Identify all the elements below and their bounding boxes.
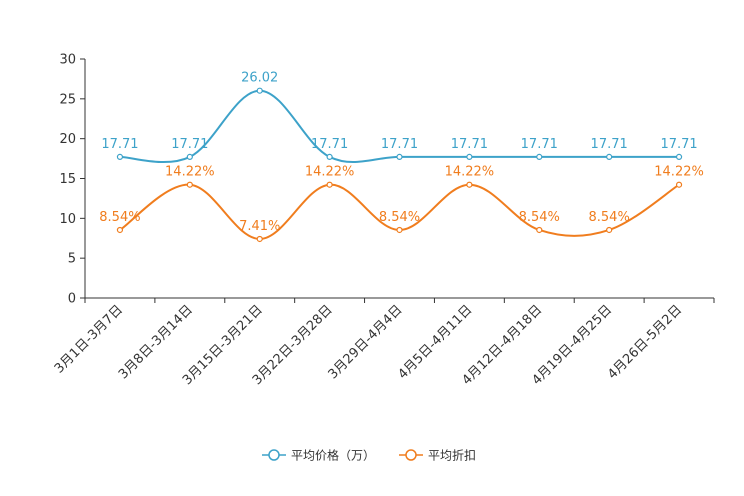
x-tick-label: 3月29日-4月4日 (326, 302, 406, 382)
data-point[interactable] (396, 153, 403, 161)
data-point[interactable] (256, 87, 263, 94)
series-line (119, 89, 680, 164)
data-label: 14.22% (654, 165, 704, 180)
data-label: 26.02 (241, 71, 278, 86)
data-label: 17.71 (660, 137, 697, 152)
x-tick-label: 4月5日-4月11日 (395, 302, 475, 382)
y-tick-label: 10 (59, 212, 76, 227)
x-tick-label: 3月1日-3月7日 (52, 302, 126, 376)
data-label: 8.54% (379, 210, 420, 225)
data-point[interactable] (536, 226, 543, 234)
data-point[interactable] (186, 181, 193, 188)
series-avg-discount: 8.54% 14.22% 7.41% 14.22% 8.54% 14.22% 8.54% 8.… (99, 165, 704, 243)
y-tick-label: 0 (68, 292, 76, 307)
legend-swatch-marker (268, 449, 280, 461)
data-point[interactable] (116, 226, 124, 234)
y-tick-label: 20 (59, 132, 76, 147)
data-point[interactable] (186, 153, 193, 161)
data-point[interactable] (326, 153, 333, 161)
y-tick-label: 15 (59, 172, 76, 187)
legend-swatch-marker (405, 449, 417, 461)
data-label: 17.71 (521, 137, 558, 152)
series-line (119, 183, 680, 240)
x-axis-ticks: 3月1日-3月7日3月8日-3月14日3月15日-3月21日3月22日-3月28… (52, 298, 715, 388)
legend-label: 平均折扣 (428, 448, 476, 463)
data-point[interactable] (675, 153, 683, 161)
data-point[interactable] (466, 153, 473, 161)
y-tick-label: 30 (59, 53, 76, 68)
data-point[interactable] (396, 226, 403, 234)
series-avg-price: 17.71 17.71 26.02 17.71 17.71 17.71 17.71 17.71… (101, 71, 698, 164)
data-label: 14.22% (305, 165, 355, 180)
data-label: 17.71 (381, 137, 418, 152)
y-axis-ticks: 0 5 10 15 20 25 30 (59, 53, 85, 307)
data-label: 14.22% (445, 165, 495, 180)
legend-item-avg-discount[interactable]: 平均折扣 (399, 448, 476, 463)
x-tick-label: 4月26日-5月2日 (605, 302, 685, 382)
data-label: 8.54% (519, 210, 560, 225)
data-point[interactable] (326, 181, 333, 188)
data-point[interactable] (606, 226, 613, 234)
x-tick-label: 3月8日-3月14日 (116, 302, 196, 382)
data-label: 17.71 (311, 137, 348, 152)
data-label: 17.71 (171, 137, 208, 152)
data-label: 17.71 (101, 137, 138, 152)
data-label: 8.54% (99, 210, 140, 225)
data-label: 17.71 (451, 137, 488, 152)
data-label: 17.71 (591, 137, 628, 152)
data-point[interactable] (675, 181, 683, 188)
data-point[interactable] (116, 153, 124, 161)
legend-item-avg-price[interactable]: 平均价格（万） (262, 448, 375, 463)
data-point[interactable] (606, 153, 613, 161)
series-layer: 17.71 17.71 26.02 17.71 17.71 17.71 17.71 17.71… (99, 71, 704, 243)
data-label: 8.54% (589, 210, 630, 225)
y-tick-label: 25 (59, 92, 76, 107)
legend-label: 平均价格（万） (291, 448, 375, 463)
data-point[interactable] (466, 181, 473, 188)
data-label: 14.22% (165, 165, 215, 180)
legend[interactable]: 平均价格（万） 平均折扣 (262, 448, 476, 463)
data-label: 7.41% (239, 219, 280, 234)
y-tick-label: 5 (68, 252, 76, 267)
data-point[interactable] (256, 235, 263, 243)
data-point[interactable] (536, 153, 543, 161)
